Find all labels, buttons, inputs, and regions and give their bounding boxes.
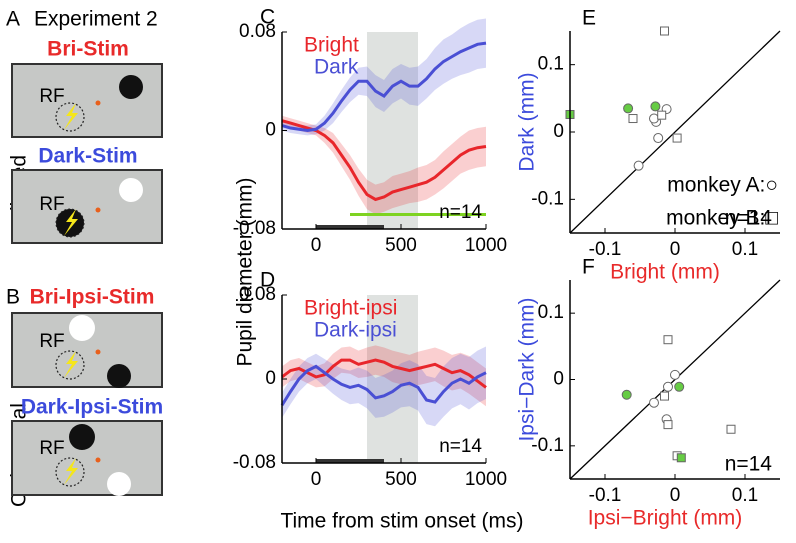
point (657, 110, 667, 120)
legend-entry: monkey A:○ (667, 174, 778, 197)
point (633, 160, 644, 171)
x-tick-label: 0 (670, 239, 681, 260)
rf-label: RF (39, 194, 64, 215)
legend-entry: Bright-ipsi (304, 297, 397, 320)
panel-label: C (260, 6, 275, 29)
point (674, 381, 685, 392)
condition-title: Dark-Ipsi-Stim (21, 396, 163, 419)
series-line (281, 41, 487, 133)
annotation: n=14 (439, 436, 482, 457)
stimulus-box (11, 63, 163, 138)
x-tick-label: 0 (311, 469, 322, 490)
point (660, 391, 669, 401)
point (670, 369, 680, 380)
y-axis-label: Ipsi−Dark (mm) (516, 297, 539, 441)
rf-label: RF (39, 438, 64, 459)
x-axis-label: Ipsi−Bright (mm) (588, 507, 743, 530)
legend-entry: Dark (314, 56, 359, 79)
y-tick-label: 0 (553, 369, 564, 390)
condition-title: Dark-Stim (38, 145, 137, 168)
condition-title: Bri-Ipsi-Stim (30, 286, 155, 309)
significance-bar (350, 213, 486, 216)
x-tick-label: 1000 (465, 469, 507, 490)
x-axis-label: Time from stim onset (ms) (280, 510, 523, 533)
condition-title: Bri-Stim (47, 38, 129, 61)
point (628, 114, 638, 124)
point (672, 133, 682, 143)
point (649, 397, 659, 408)
point (623, 103, 634, 114)
stim-bar (316, 459, 384, 463)
legend-entry: Dark-ipsi (314, 319, 397, 342)
error-band (282, 115, 486, 215)
y-tick-label: 0.08 (239, 21, 276, 42)
x-tick-label: -0.1 (589, 239, 622, 260)
x-tick-label: -0.1 (589, 485, 622, 506)
point (663, 381, 673, 392)
panel-label: D (260, 269, 275, 292)
panel-label: B (6, 286, 20, 309)
x-tick-label: 0 (670, 485, 681, 506)
y-tick-label: -0.08 (233, 218, 276, 239)
rf-label: RF (39, 86, 64, 107)
panel-label: F (582, 256, 595, 279)
x-tick-label: 0 (311, 235, 322, 256)
error-band (282, 18, 486, 136)
y-axis-label: Pupil diameter (mm) (234, 177, 257, 366)
legend-entry: monkey B:□ (666, 207, 778, 230)
x-tick-label: 500 (385, 235, 417, 256)
point (676, 453, 686, 463)
stimulus-box (11, 169, 163, 244)
point (649, 113, 659, 124)
point (663, 420, 673, 430)
x-tick-label: 0.1 (732, 485, 758, 506)
y-tick-label: 0 (553, 121, 564, 142)
series-line (280, 364, 487, 407)
x-tick-label: 500 (385, 469, 417, 490)
y-tick-label: 0 (265, 368, 276, 389)
y-tick-label: -0.08 (233, 452, 276, 473)
panel-label: A (6, 8, 20, 31)
y-axis-label: Dark (mm) (516, 72, 539, 171)
rf-label: RF (39, 331, 64, 352)
y-tick-label: 0.08 (239, 284, 276, 305)
series-line (281, 358, 487, 389)
analysis-window (367, 32, 418, 229)
annotation: n=14 (725, 453, 773, 476)
stimulus-box (11, 420, 163, 496)
x-axis-label: Bright (mm) (610, 261, 720, 284)
x-tick-label: 1000 (465, 235, 507, 256)
identity-line (569, 30, 781, 234)
y-tick-label: -0.1 (531, 435, 564, 456)
stim-bar (316, 225, 384, 229)
y-tick-label: 0 (265, 120, 276, 141)
y-tick-label: 0.1 (538, 54, 564, 75)
point (660, 26, 669, 36)
error-band (282, 345, 486, 407)
annotation: n=14 (439, 202, 482, 223)
point (621, 389, 632, 400)
legend-entry: Bright (304, 34, 359, 57)
y-tick-label: -0.1 (531, 188, 564, 209)
y-tick-label: 0.1 (538, 302, 564, 323)
panel-label: E (582, 7, 596, 30)
experiment-title: Experiment 2 (34, 8, 158, 31)
point (663, 335, 673, 345)
annotation: n=14 (725, 207, 773, 230)
analysis-window (367, 295, 418, 463)
point (726, 424, 736, 434)
stimulus-box (11, 312, 163, 388)
point (653, 133, 664, 144)
point (650, 101, 661, 112)
x-tick-label: 0.1 (732, 239, 758, 260)
